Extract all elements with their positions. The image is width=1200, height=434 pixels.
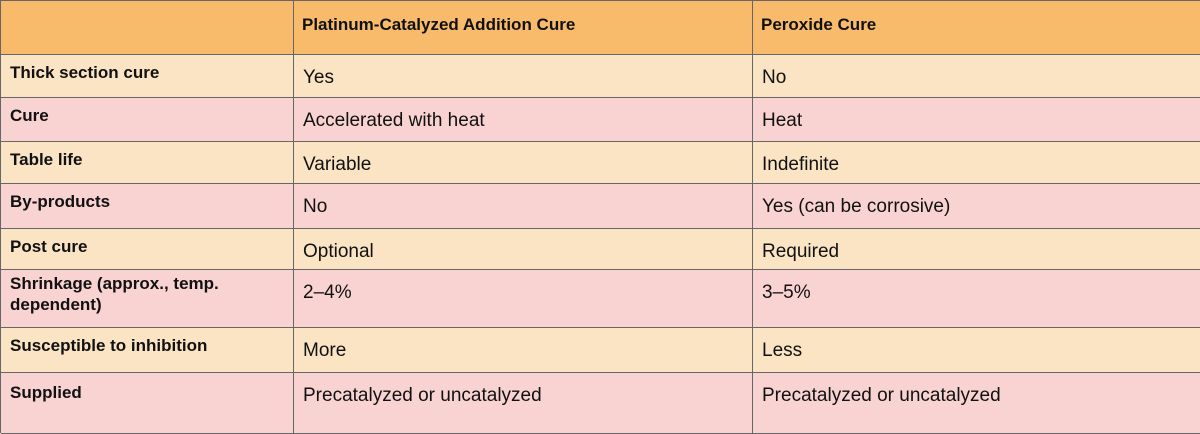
platinum-value: Optional bbox=[294, 229, 753, 270]
platinum-value: 2–4% bbox=[294, 270, 753, 328]
row-label: Table life bbox=[1, 142, 294, 184]
platinum-value: Accelerated with heat bbox=[294, 98, 753, 142]
row-label: Cure bbox=[1, 98, 294, 142]
header-peroxide-cure: Peroxide Cure bbox=[753, 1, 1200, 55]
row-label: Shrinkage (approx., temp. dependent) bbox=[1, 270, 294, 328]
peroxide-value: Indefinite bbox=[753, 142, 1200, 184]
platinum-value: Precatalyzed or uncatalyzed bbox=[294, 373, 753, 434]
header-platinum-cure: Platinum-Catalyzed Addition Cure bbox=[294, 1, 753, 55]
peroxide-value: 3–5% bbox=[753, 270, 1200, 328]
row-label: Thick section cure bbox=[1, 55, 294, 98]
peroxide-value: No bbox=[753, 55, 1200, 98]
peroxide-value: Heat bbox=[753, 98, 1200, 142]
peroxide-value: Required bbox=[753, 229, 1200, 270]
platinum-value: Yes bbox=[294, 55, 753, 98]
peroxide-value: Less bbox=[753, 328, 1200, 373]
header-cell-empty bbox=[1, 1, 294, 55]
row-label: Supplied bbox=[1, 373, 294, 434]
row-label: By-products bbox=[1, 184, 294, 229]
peroxide-value: Yes (can be corrosive) bbox=[753, 184, 1200, 229]
platinum-value: Variable bbox=[294, 142, 753, 184]
platinum-value: More bbox=[294, 328, 753, 373]
row-label: Post cure bbox=[1, 229, 294, 270]
row-label: Susceptible to inhibition bbox=[1, 328, 294, 373]
platinum-value: No bbox=[294, 184, 753, 229]
peroxide-value: Precatalyzed or uncatalyzed bbox=[753, 373, 1200, 434]
